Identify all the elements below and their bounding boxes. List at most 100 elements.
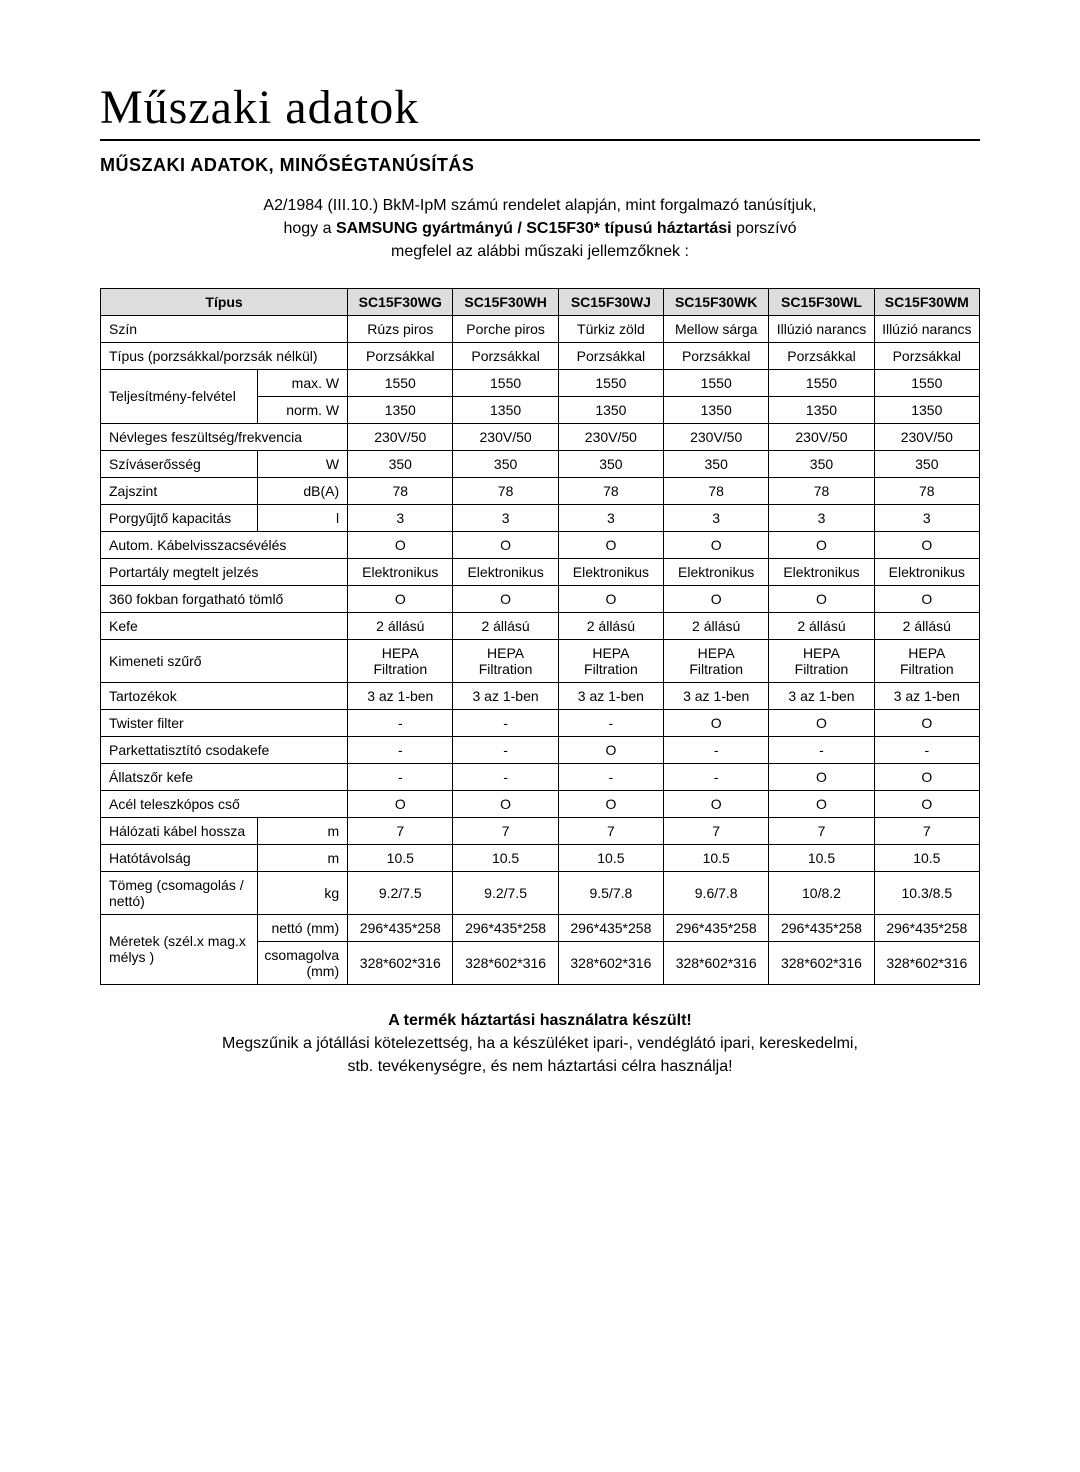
- cell: Állatszőr kefe: [101, 763, 348, 790]
- cell: O: [558, 585, 663, 612]
- cell: HEPA Filtration: [453, 639, 558, 682]
- table-row: Típus (porzsákkal/porzsák nélkül)Porzsák…: [101, 342, 980, 369]
- cell: 350: [558, 450, 663, 477]
- cell: Illúzió narancs: [874, 315, 979, 342]
- cell: Elektronikus: [348, 558, 453, 585]
- cell: O: [769, 531, 874, 558]
- cell: 3 az 1-ben: [769, 682, 874, 709]
- cell: -: [664, 736, 769, 763]
- cell: 2 állású: [769, 612, 874, 639]
- table-row: Névleges feszültség/frekvencia230V/50230…: [101, 423, 980, 450]
- table-row: Kefe2 állású2 állású2 állású2 állású2 ál…: [101, 612, 980, 639]
- table-row: SzínRúzs pirosPorche pirosTürkiz zöldMel…: [101, 315, 980, 342]
- cell: O: [874, 763, 979, 790]
- table-row: Tömeg (csomagolás / nettó)kg9.2/7.59.2/7…: [101, 871, 980, 914]
- cell: W: [258, 450, 348, 477]
- cell: Türkiz zöld: [558, 315, 663, 342]
- cell: -: [874, 736, 979, 763]
- cell: -: [453, 709, 558, 736]
- cell: 350: [453, 450, 558, 477]
- intro-line1: A2/1984 (III.10.) BkM-IpM számú rendelet…: [263, 197, 816, 214]
- cell: 328*602*316: [348, 941, 453, 984]
- cell: 1550: [348, 369, 453, 396]
- table-row: Autom. KábelvisszacsévélésOOOOOO: [101, 531, 980, 558]
- table-row: Méretek (szél.x mag.x mélys )nettó (mm)2…: [101, 914, 980, 941]
- cell: kg: [258, 871, 348, 914]
- cell: 328*602*316: [664, 941, 769, 984]
- footer-paragraph: A termék háztartási használatra készült!…: [100, 1009, 980, 1079]
- cell: HEPA Filtration: [348, 639, 453, 682]
- cell: max. W: [258, 369, 348, 396]
- cell: nettó (mm): [258, 914, 348, 941]
- cell: O: [874, 585, 979, 612]
- cell: O: [664, 790, 769, 817]
- cell: 78: [453, 477, 558, 504]
- cell: 230V/50: [769, 423, 874, 450]
- cell: 78: [558, 477, 663, 504]
- cell: Porzsákkal: [558, 342, 663, 369]
- cell: Rúzs piros: [348, 315, 453, 342]
- table-row: Porgyűjtő kapacitásl333333: [101, 504, 980, 531]
- cell: 296*435*258: [558, 914, 663, 941]
- cell: 350: [769, 450, 874, 477]
- cell: Porzsákkal: [453, 342, 558, 369]
- table-row: Hatótávolságm10.510.510.510.510.510.5: [101, 844, 980, 871]
- cell: Autom. Kábelvisszacsévélés: [101, 531, 348, 558]
- cell: Kimeneti szűrő: [101, 639, 348, 682]
- cell: 1550: [664, 369, 769, 396]
- intro-line2-pre: hogy a: [283, 220, 335, 237]
- cell: O: [453, 531, 558, 558]
- cell: 2 állású: [874, 612, 979, 639]
- cell: 350: [874, 450, 979, 477]
- cell: HEPA Filtration: [874, 639, 979, 682]
- table-row: Hálózati kábel hosszam777777: [101, 817, 980, 844]
- cell: O: [769, 790, 874, 817]
- cell: O: [664, 709, 769, 736]
- cell: 78: [874, 477, 979, 504]
- cell: Elektronikus: [558, 558, 663, 585]
- intro-paragraph: A2/1984 (III.10.) BkM-IpM számú rendelet…: [100, 194, 980, 264]
- cell: 78: [664, 477, 769, 504]
- table-row: Teljesítmény-felvételmax. W1550155015501…: [101, 369, 980, 396]
- cell: 350: [664, 450, 769, 477]
- cell: 7: [664, 817, 769, 844]
- cell: 2 állású: [348, 612, 453, 639]
- table-row: 360 fokban forgatható tömlőOOOOOO: [101, 585, 980, 612]
- cell: 10.5: [664, 844, 769, 871]
- cell: -: [558, 709, 663, 736]
- footer-line2: stb. tevékenységre, és nem háztartási cé…: [347, 1058, 732, 1075]
- cell: O: [558, 736, 663, 763]
- cell: 3: [558, 504, 663, 531]
- cell: Illúzió narancs: [769, 315, 874, 342]
- cell: m: [258, 817, 348, 844]
- table-row: Twister filter---OOO: [101, 709, 980, 736]
- cell: 10/8.2: [769, 871, 874, 914]
- intro-line2-bold: SAMSUNG gyártmányú / SC15F30* típusú ház…: [336, 220, 732, 237]
- cell: Portartály megtelt jelzés: [101, 558, 348, 585]
- cell: 9.2/7.5: [453, 871, 558, 914]
- col-head-4: SC15F30WK: [664, 288, 769, 315]
- cell: 7: [769, 817, 874, 844]
- cell: 1350: [453, 396, 558, 423]
- cell: 2 állású: [664, 612, 769, 639]
- col-head-6: SC15F30WM: [874, 288, 979, 315]
- cell: 230V/50: [558, 423, 663, 450]
- cell: -: [558, 763, 663, 790]
- cell: 3 az 1-ben: [664, 682, 769, 709]
- cell: Elektronikus: [664, 558, 769, 585]
- cell: 3: [769, 504, 874, 531]
- cell: -: [348, 709, 453, 736]
- cell: Tartozékok: [101, 682, 348, 709]
- cell: norm. W: [258, 396, 348, 423]
- table-body: SzínRúzs pirosPorche pirosTürkiz zöldMel…: [101, 315, 980, 984]
- cell: 296*435*258: [664, 914, 769, 941]
- cell: -: [453, 736, 558, 763]
- cell: 1350: [664, 396, 769, 423]
- section-subtitle: MŰSZAKI ADATOK, MINŐSÉGTANÚSÍTÁS: [100, 155, 980, 176]
- cell: O: [453, 790, 558, 817]
- cell: 1350: [769, 396, 874, 423]
- cell: Porzsákkal: [664, 342, 769, 369]
- cell: 3 az 1-ben: [453, 682, 558, 709]
- footer-line1: Megszűnik a jótállási kötelezettség, ha …: [222, 1035, 858, 1052]
- cell: 10.3/8.5: [874, 871, 979, 914]
